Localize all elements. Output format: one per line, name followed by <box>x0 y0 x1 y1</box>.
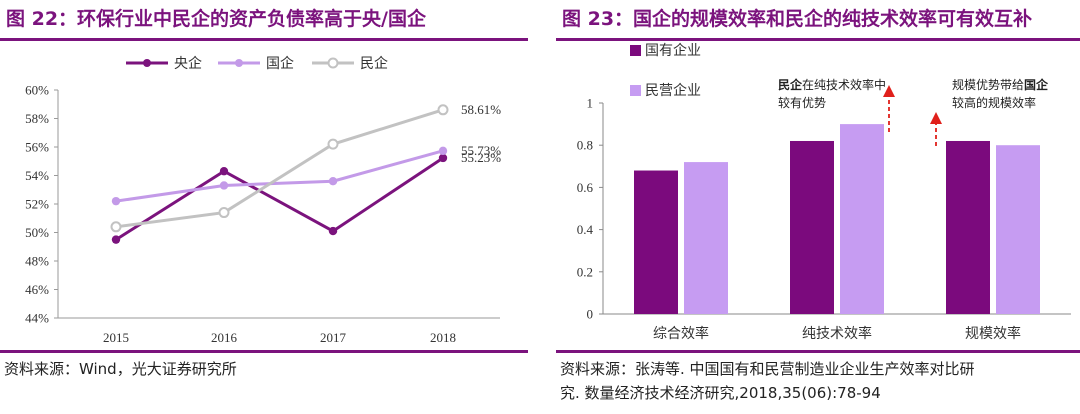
left-title-rule <box>0 38 528 41</box>
bar <box>790 140 834 314</box>
annotation-state-rest: 规模优势带给 <box>952 77 1024 92</box>
legend-label: 民营企业 <box>645 82 701 99</box>
right-figure-title: 图 23：国企的规模效率和民企的纯技术效率可有效互补 <box>562 8 1033 30</box>
y-tick-label: 44% <box>25 311 49 326</box>
right-source-rule <box>556 350 1080 353</box>
line-chart-axes: 44% 46% 48% 50% 52% 54% 56% 58% 60% 2015 2016 2017 2… <box>25 83 500 345</box>
right-figure-panel: 图 23：国企的规模效率和民企的纯技术效率可有效互补 国有企业民营企业 0 0.2… <box>556 0 1080 414</box>
legend-marker <box>235 59 243 67</box>
annotation-private-rest: 在纯技术效率中 <box>802 77 886 92</box>
series-line <box>115 149 444 203</box>
x-category-label: 综合效率 <box>653 325 709 342</box>
legend-label: 央企 <box>174 55 202 72</box>
annotation-state-line1: 规模优势带给国企 <box>952 77 1049 92</box>
annotation-private-line1: 民企在纯技术效率中 <box>778 77 886 92</box>
line-chart-series <box>110 104 449 244</box>
x-tick-label: 2017 <box>320 330 347 345</box>
data-point <box>111 196 121 206</box>
data-point <box>219 167 229 176</box>
right-title-rule <box>556 38 1080 41</box>
x-tick-label: 2016 <box>211 330 238 345</box>
data-point <box>438 153 448 163</box>
y-tick-label: 0.8 <box>577 138 593 153</box>
left-figure-source: 资料来源：Wind，光大证券研究所 <box>4 360 237 378</box>
annotation-private-line2: 较有优势 <box>778 95 826 110</box>
bar-chart-bars <box>634 124 1040 314</box>
bar-chart-axes: 0 0.2 0.4 0.6 0.8 1 综合效率 纯技术效率 规模效率 <box>577 96 1071 342</box>
y-tick-label: 0.6 <box>577 180 594 195</box>
arrow-state-head <box>930 112 942 124</box>
bar <box>634 170 678 314</box>
legend-marker <box>327 57 339 69</box>
x-tick-label: 2015 <box>103 330 129 345</box>
data-point <box>328 226 338 236</box>
y-tick-label: 50% <box>25 225 49 240</box>
y-tick-label: 60% <box>25 83 49 98</box>
y-tick-label: 58% <box>25 111 49 126</box>
legend-label: 民企 <box>360 55 388 72</box>
data-point <box>111 235 121 244</box>
bar <box>840 124 884 314</box>
y-tick-label: 0 <box>587 307 594 322</box>
legend-label: 国有企业 <box>645 42 701 59</box>
line-chart-end-labels: 55.23%55.73% 58.61% <box>461 102 501 165</box>
y-tick-label: 56% <box>25 140 49 155</box>
left-figure-panel: 图 22：环保行业中民企的资产负债率高于央/国企 央企 国企 民企 44% 46% 48… <box>0 0 528 414</box>
y-tick-label: 52% <box>25 197 49 212</box>
bar <box>684 162 728 314</box>
right-figure-source: 资料来源：张涛等. 中国国有和民营制造业企业生产效率对比研 究. 数量经济技术经… <box>560 357 975 405</box>
legend-swatch <box>630 85 641 96</box>
data-point <box>110 221 122 233</box>
bar <box>946 140 990 314</box>
annotation-private-bold: 民企 <box>778 77 803 92</box>
line-chart: 央企 国企 民企 44% 46% 48% 50% 52% 54% 56% 58% 60% 2015 20… <box>25 55 501 345</box>
legend-label: 国企 <box>266 55 294 72</box>
data-point <box>218 207 230 219</box>
bar-chart-annotations: 民企在纯技术效率中 较有优势 规模优势带给国企 较高的规模效率 <box>778 77 1049 146</box>
data-point <box>327 138 339 150</box>
data-point <box>438 146 448 156</box>
y-tick-label: 0.2 <box>577 264 593 279</box>
left-figure-title: 图 22：环保行业中民企的资产负债率高于央/国企 <box>6 8 426 30</box>
end-value-label: 55.73% <box>461 143 501 158</box>
x-category-label: 纯技术效率 <box>802 325 872 342</box>
data-point <box>437 104 449 116</box>
end-value-label: 58.61% <box>461 102 501 117</box>
bar <box>996 145 1040 314</box>
right-source-line-2: 究. 数量经济技术经济研究,2018,35(06):78-94 <box>560 384 881 402</box>
data-point <box>328 177 338 186</box>
y-tick-label: 46% <box>25 282 49 297</box>
left-source-rule <box>0 350 528 353</box>
x-tick-label: 2018 <box>430 330 456 345</box>
series-line <box>115 156 444 241</box>
right-source-line-1: 资料来源：张涛等. 中国国有和民营制造业企业生产效率对比研 <box>560 360 975 378</box>
y-tick-label: 54% <box>25 168 49 183</box>
end-value-label: 55.23% <box>461 150 501 165</box>
legend-marker <box>143 59 151 67</box>
y-tick-label: 0.4 <box>577 222 594 237</box>
series-line <box>115 108 444 229</box>
arrow-private-head <box>883 85 895 97</box>
line-chart-legend: 央企 国企 民企 <box>126 55 388 72</box>
annotation-state-bold: 国企 <box>1024 77 1049 92</box>
y-tick-label: 48% <box>25 254 49 269</box>
data-point <box>219 181 229 190</box>
legend-swatch <box>630 45 641 56</box>
x-category-label: 规模效率 <box>965 325 1021 342</box>
annotation-state-line2: 较高的规模效率 <box>952 95 1036 110</box>
y-tick-label: 1 <box>587 96 594 111</box>
